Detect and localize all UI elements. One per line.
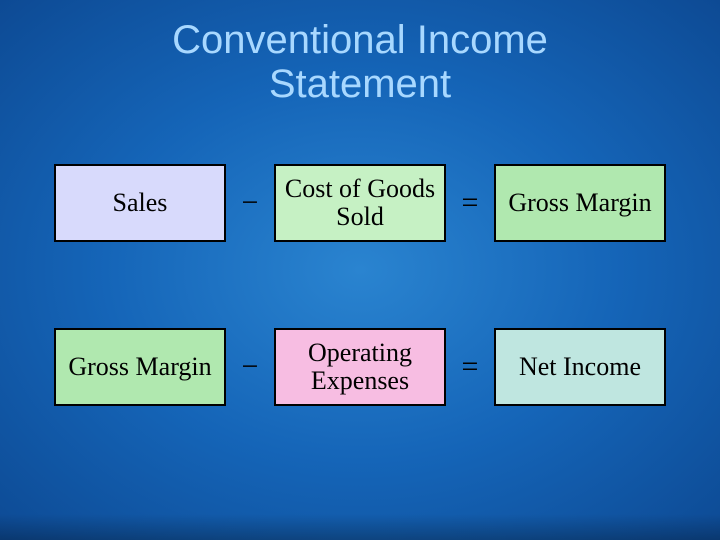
minus-operator: − (226, 186, 274, 220)
equals-operator: = (446, 350, 494, 384)
slide-title: Conventional Income Statement (0, 0, 720, 106)
minus-operator: − (226, 350, 274, 384)
equation-row-2: Gross Margin − Operating Expenses = Net … (34, 328, 686, 406)
box-sales: Sales (54, 164, 226, 242)
box-cogs: Cost of Goods Sold (274, 164, 446, 242)
box-net-income: Net Income (494, 328, 666, 406)
equals-operator: = (446, 186, 494, 220)
box-gross-margin-input: Gross Margin (54, 328, 226, 406)
box-operating-expenses: Operating Expenses (274, 328, 446, 406)
equation-row-1: Sales − Cost of Goods Sold = Gross Margi… (34, 164, 686, 242)
bottom-shadow (0, 514, 720, 540)
title-line-2: Statement (0, 62, 720, 106)
equation-rows: Sales − Cost of Goods Sold = Gross Margi… (0, 106, 720, 406)
box-gross-margin-result: Gross Margin (494, 164, 666, 242)
title-line-1: Conventional Income (0, 18, 720, 62)
